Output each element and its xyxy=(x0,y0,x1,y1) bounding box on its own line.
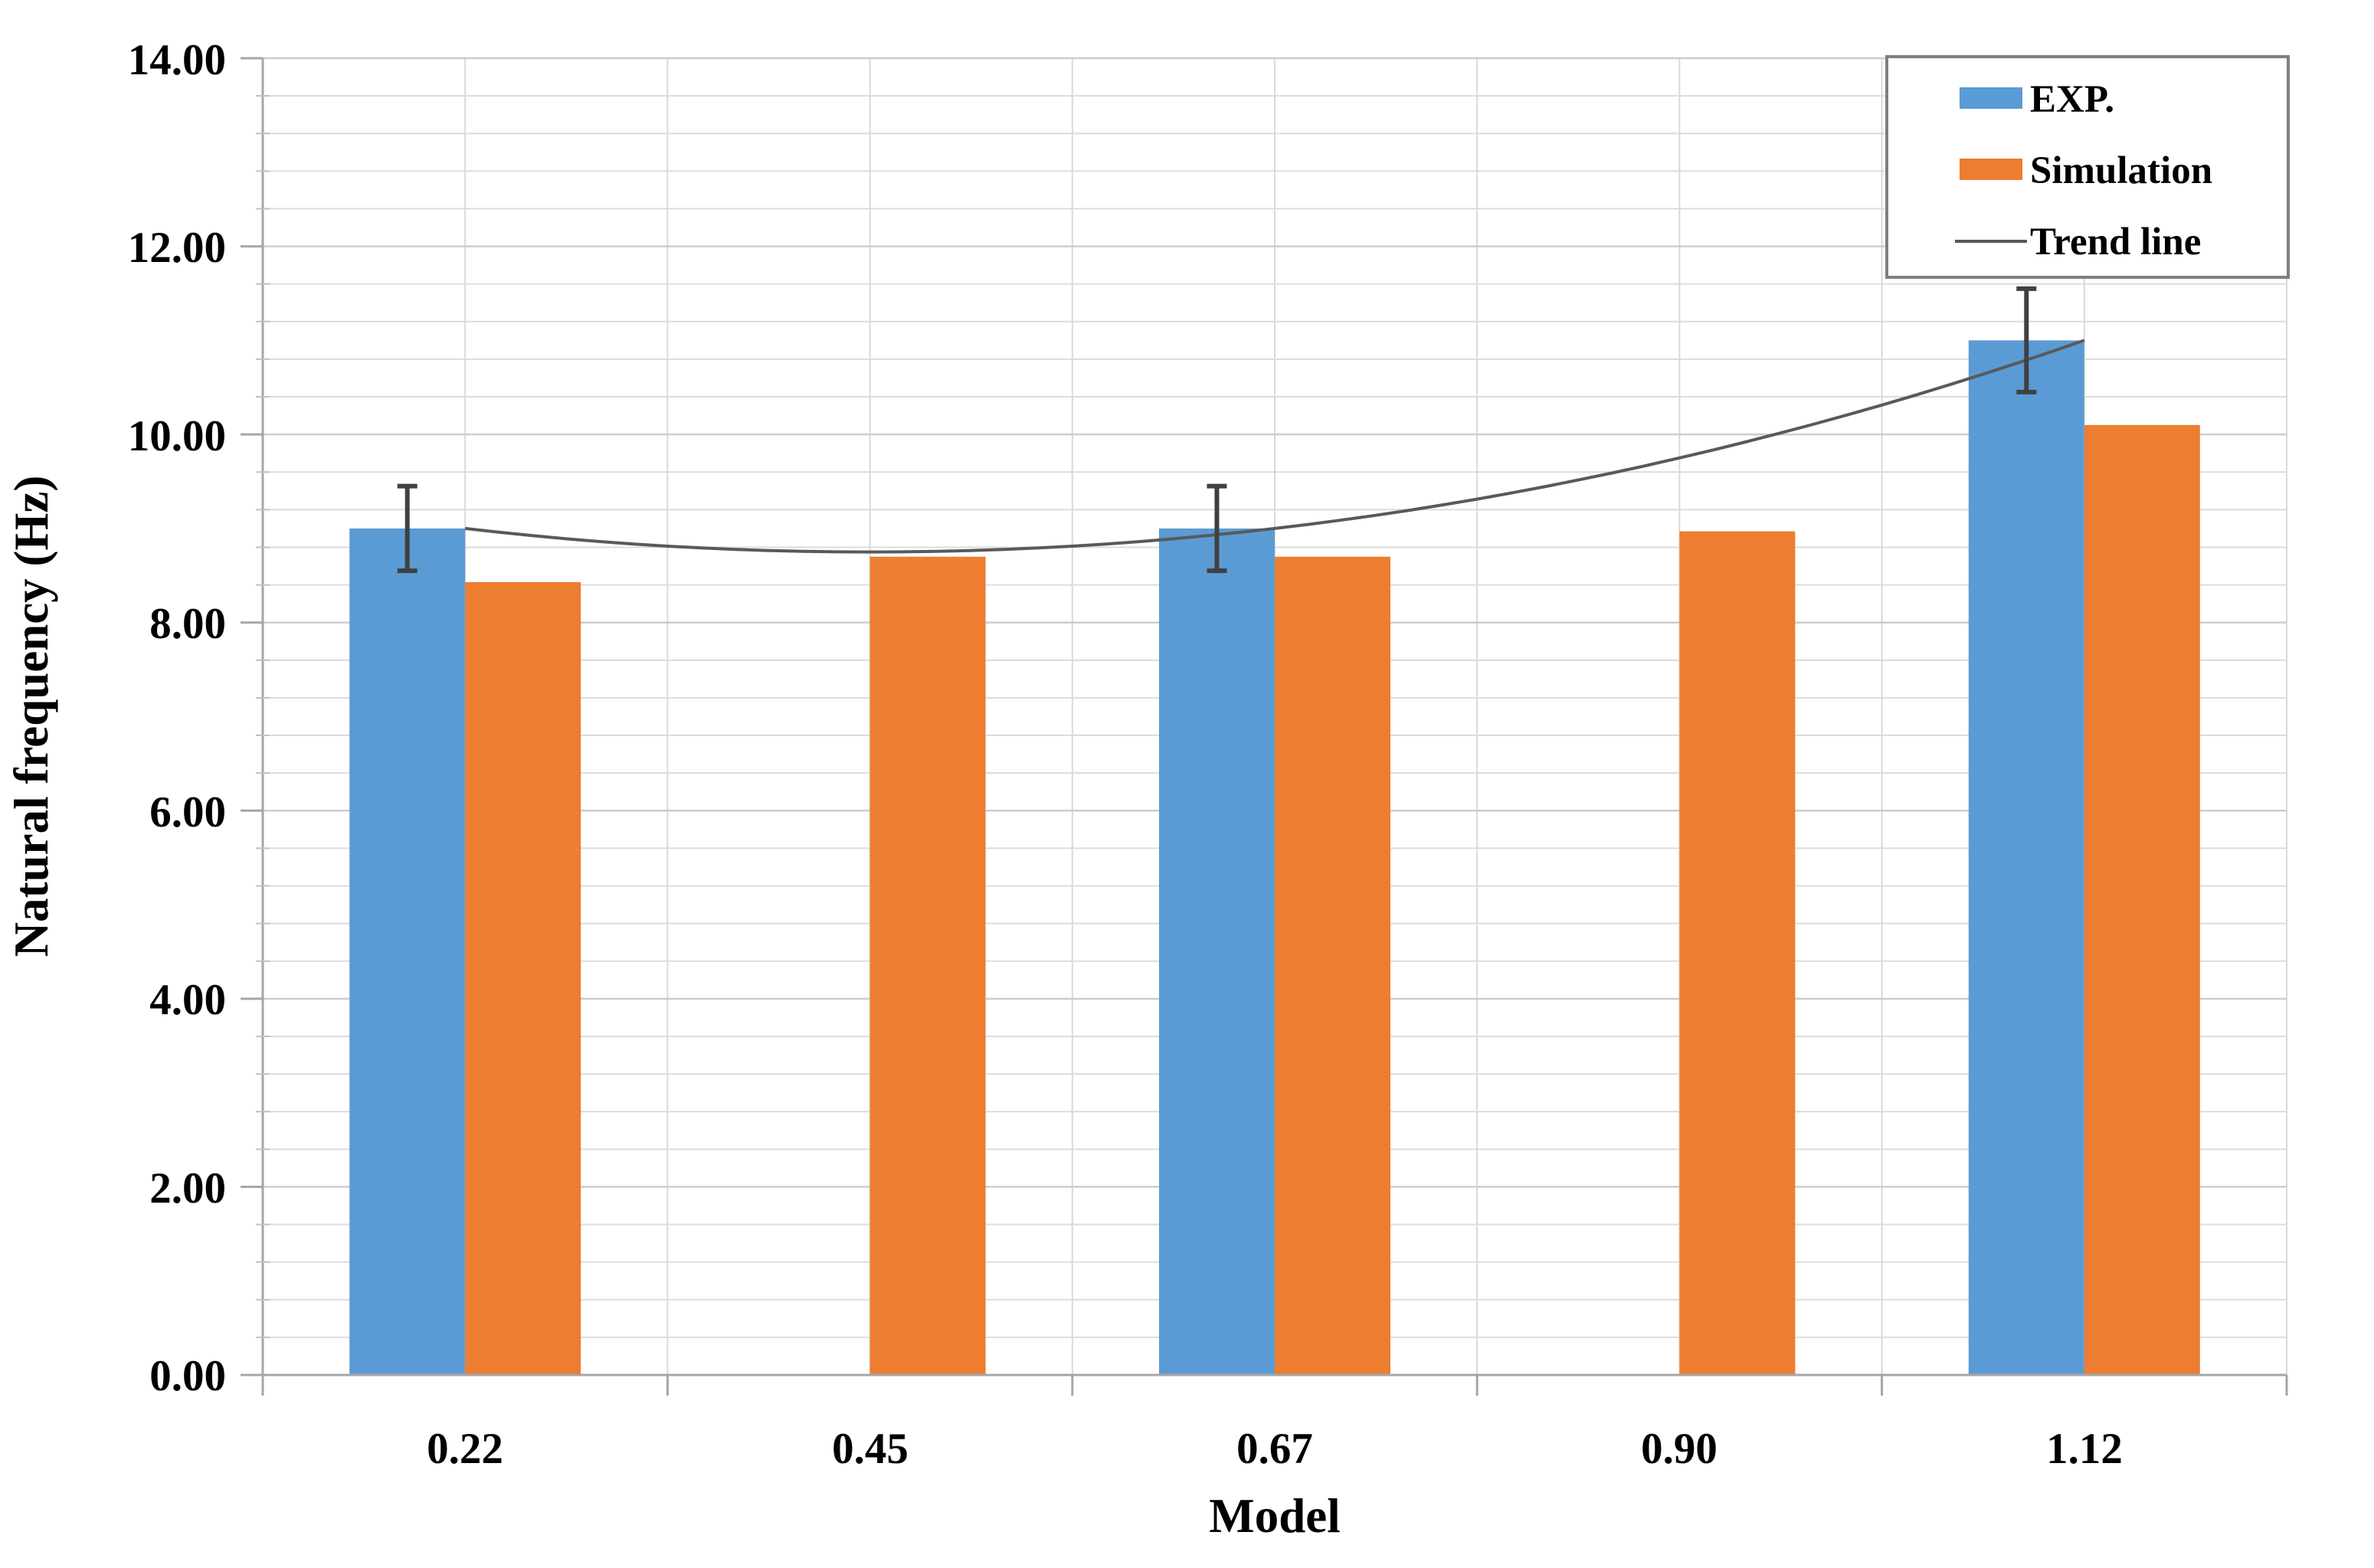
x-tick-label: 1.12 xyxy=(2046,1425,2123,1473)
trend-line-layer xyxy=(464,339,2085,554)
axes-and-ticks xyxy=(241,57,2288,1396)
legend-label-exp: EXP. xyxy=(2030,78,2114,121)
bar-simulation-0.67 xyxy=(1275,556,1390,1375)
legend-swatch-simulation xyxy=(1960,159,2022,180)
y-axis-tick-labels: 0.00 2.00 4.00 6.00 8.00 10.00 12.00 14.… xyxy=(128,36,226,1400)
x-tick-label: 0.67 xyxy=(1236,1425,1313,1473)
bar-exp-1.12 xyxy=(1968,340,2084,1375)
trend-line-path xyxy=(464,339,2085,554)
bar-simulation-0.90 xyxy=(1679,531,1796,1376)
y-tick-label: 8.00 xyxy=(149,600,226,648)
bar-simulation-0.22 xyxy=(465,581,581,1375)
x-tick-label: 0.22 xyxy=(427,1425,503,1473)
y-tick-label: 14.00 xyxy=(128,36,226,84)
error-bar-0.67 xyxy=(1207,483,1227,574)
legend-swatch-exp xyxy=(1960,87,2022,109)
y-tick-label: 6.00 xyxy=(149,788,226,836)
bar-exp-0.22 xyxy=(349,528,466,1375)
y-tick-label: 10.00 xyxy=(128,412,226,460)
x-axis-title: Model xyxy=(1209,1489,1340,1543)
legend-label-simulation: Simulation xyxy=(2030,149,2212,192)
x-axis-tick-labels: 0.22 0.45 0.67 0.90 1.12 xyxy=(427,1425,2123,1473)
error-bar-1.12 xyxy=(2016,286,2037,394)
legend: EXP. Simulation Trend line xyxy=(1885,55,2290,279)
bar-exp-0.67 xyxy=(1159,528,1275,1375)
y-tick-label: 0.00 xyxy=(149,1352,226,1400)
legend-box xyxy=(1885,55,2290,279)
bar-simulation-0.45 xyxy=(869,556,986,1375)
x-tick-label: 0.90 xyxy=(1641,1425,1717,1473)
y-axis-title: Natural frequency (Hz) xyxy=(5,476,58,957)
y-tick-label: 12.00 xyxy=(128,224,226,272)
error-bar-0.22 xyxy=(397,483,417,574)
bar-series xyxy=(349,340,2200,1376)
bar-simulation-1.12 xyxy=(2084,424,2200,1375)
legend-label-trend: Trend line xyxy=(2030,221,2201,264)
y-tick-label: 4.00 xyxy=(149,976,226,1024)
y-tick-label: 2.00 xyxy=(149,1164,226,1213)
error-bars-layer xyxy=(397,286,2037,574)
x-tick-label: 0.45 xyxy=(832,1425,909,1473)
